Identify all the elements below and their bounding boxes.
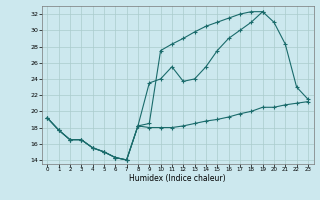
X-axis label: Humidex (Indice chaleur): Humidex (Indice chaleur) [129, 174, 226, 183]
